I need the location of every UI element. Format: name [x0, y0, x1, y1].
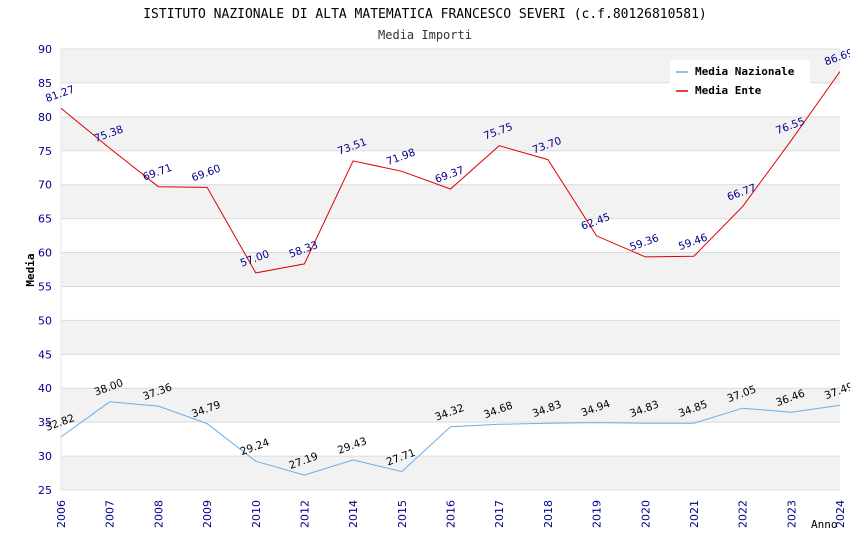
grid-band — [61, 320, 840, 355]
x-tick-label: 2009 — [201, 500, 214, 528]
data-label: 29.24 — [239, 436, 272, 458]
x-tick-label: 2010 — [250, 500, 263, 528]
series-line-media-ente — [60, 71, 841, 274]
x-tick-labels: 2006 2007 2008 2009 2010 2012 2014 2015 2016 2017… — [55, 500, 847, 528]
y-tick-label: 70 — [38, 179, 52, 192]
y-tick-label: 55 — [38, 280, 52, 293]
y-tick-label: 60 — [38, 247, 52, 260]
series-line-media-nazionale — [60, 401, 841, 476]
y-tick-label: 65 — [38, 213, 52, 226]
y-tick-label: 45 — [38, 348, 52, 361]
grid-band — [61, 388, 840, 423]
y-tick-label: 40 — [38, 382, 52, 395]
y-tick-labels: 25 30 35 40 45 50 55 60 65 70 75 80 85 90 — [38, 43, 52, 497]
data-label: 59.36 — [628, 232, 661, 254]
y-tick-label: 75 — [38, 145, 52, 158]
data-label: 69.60 — [190, 163, 222, 185]
y-tick-label: 80 — [38, 111, 52, 124]
x-tick-label: 2007 — [104, 500, 117, 528]
grid-band — [61, 116, 840, 151]
x-tick-label: 2023 — [785, 500, 798, 528]
grid-band — [61, 184, 840, 219]
x-tick-label: 2019 — [591, 500, 604, 528]
x-tick-label: 2016 — [445, 500, 458, 528]
grid-band — [61, 456, 840, 490]
data-label: 59.46 — [677, 231, 710, 253]
legend-label-media-nazionale: Media Nazionale — [695, 65, 795, 78]
x-tick-label: 2017 — [493, 500, 506, 528]
x-tick-label: 2008 — [152, 500, 165, 528]
y-tick-label: 90 — [38, 43, 52, 56]
legend-box — [670, 60, 810, 102]
legend-label-media-ente: Media Ente — [695, 84, 762, 97]
grid-lines — [60, 48, 840, 491]
y-tick-label: 85 — [38, 77, 52, 90]
y-axis-label: Media — [24, 253, 37, 286]
chart-subtitle: Media Importi — [378, 28, 472, 42]
data-label: 69.37 — [433, 164, 465, 186]
legend: Media Nazionale Media Ente — [670, 60, 810, 102]
x-tick-label: 2022 — [737, 500, 750, 528]
x-tick-label: 2012 — [298, 500, 311, 528]
x-axis-label: Anno — [811, 518, 838, 531]
series-lines — [60, 71, 841, 476]
x-tick-label: 2024 — [834, 500, 847, 528]
chart-title: ISTITUTO NAZIONALE DI ALTA MATEMATICA FR… — [143, 7, 707, 22]
grid-bands — [61, 49, 840, 490]
data-label: 69.71 — [141, 162, 173, 184]
y-tick-label: 35 — [38, 416, 52, 429]
x-tick-label: 2015 — [396, 500, 409, 528]
y-tick-label: 30 — [38, 450, 52, 463]
x-tick-label: 2021 — [688, 500, 701, 528]
y-tick-label: 50 — [38, 314, 52, 327]
x-tick-label: 2006 — [55, 500, 68, 528]
x-tick-label: 2014 — [347, 500, 360, 528]
x-tick-label: 2020 — [639, 500, 652, 528]
y-tick-label: 25 — [38, 484, 52, 497]
grid-band — [61, 252, 840, 287]
data-label: 29.43 — [336, 435, 368, 457]
x-tick-label: 2018 — [542, 500, 555, 528]
